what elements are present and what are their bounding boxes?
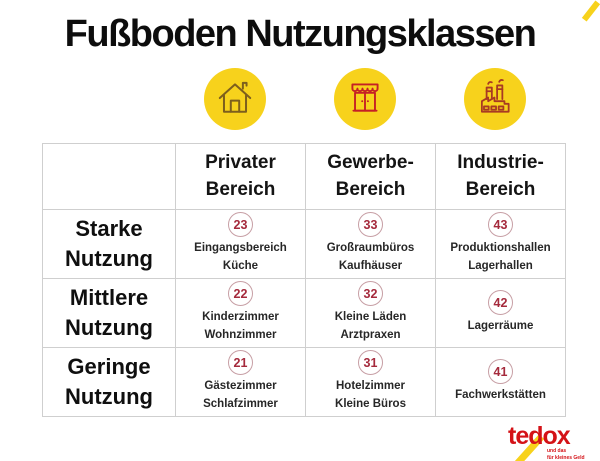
- table-row-strong-usage: Starke Nutzung 23 Eingangsbereich Küche …: [42, 209, 566, 279]
- example-line: Wohnzimmer: [204, 329, 277, 341]
- usage-class-table: Privater Bereich Gewerbe- Bereich Indust…: [42, 143, 566, 417]
- header-cell-commercial: Gewerbe- Bereich: [305, 143, 436, 210]
- table-cell: 41 Fachwerkstätten: [435, 347, 566, 417]
- example-line: Schlafzimmer: [203, 398, 278, 410]
- class-number-badge: 43: [488, 212, 513, 238]
- header-label: Gewerbe-: [327, 151, 414, 173]
- class-number-badge: 21: [228, 350, 253, 376]
- table-cell: 22 Kinderzimmer Wohnzimmer: [175, 278, 306, 348]
- tagline-line: für kleines Geld: [547, 454, 585, 461]
- example-text: Kinderzimmer Wohnzimmer: [202, 309, 279, 345]
- example-text: Eingangsbereich Küche: [194, 240, 287, 276]
- example-text: Produktionshallen Lagerhallen: [450, 240, 550, 276]
- example-line: Lagerhallen: [468, 260, 533, 272]
- example-text: Gästezimmer Schlafzimmer: [203, 378, 278, 414]
- header-cell-industrial: Industrie- Bereich: [435, 143, 566, 210]
- example-line: Produktionshallen: [450, 242, 551, 255]
- tedox-logo: tedox und das für kleines Geld: [500, 420, 600, 461]
- class-number-badge: 22: [228, 281, 253, 307]
- tedox-wordmark: tedox: [508, 422, 571, 450]
- example-line: Küche: [222, 260, 259, 272]
- table-cell: 42 Lagerräume: [435, 278, 566, 348]
- row-label: Geringe: [67, 354, 151, 380]
- industrial-area-badge: [464, 68, 526, 130]
- example-line: Kaufhäuser: [338, 260, 403, 272]
- row-label-cell: Starke Nutzung: [42, 209, 176, 279]
- class-number-badge: 33: [358, 212, 383, 238]
- table-cell: 32 Kleine Läden Arztpraxen: [305, 278, 436, 348]
- row-label: Starke: [75, 216, 143, 242]
- factory-icon: [474, 76, 516, 123]
- example-text: Hotelzimmer Kleine Büros: [335, 378, 406, 414]
- table-cell: 43 Produktionshallen Lagerhallen: [435, 209, 566, 279]
- class-number-badge: 23: [228, 212, 253, 238]
- commercial-area-badge: [334, 68, 396, 130]
- header-label: Bereich: [205, 178, 276, 200]
- class-number-badge: 42: [488, 290, 513, 316]
- example-line: Lagerräume: [467, 320, 534, 333]
- row-label: Nutzung: [65, 315, 153, 340]
- class-number-badge: 32: [358, 281, 383, 307]
- example-text: Lagerräume: [468, 318, 534, 336]
- example-line: Kleine Büros: [335, 398, 406, 410]
- row-label-cell: Geringe Nutzung: [42, 347, 176, 417]
- header-label: Bereich: [465, 178, 536, 200]
- table-row-light-usage: Geringe Nutzung 21 Gästezimmer Schlafzim…: [42, 347, 566, 417]
- header-cell-private: Privater Bereich: [175, 143, 306, 210]
- store-icon: [344, 76, 386, 123]
- page-title: Fußboden Nutzungsklassen: [64, 13, 537, 55]
- example-line: Kleine Läden: [334, 311, 407, 324]
- table-row-medium-usage: Mittlere Nutzung 22 Kinderzimmer Wohnzim…: [42, 278, 566, 348]
- example-line: Großraumbüros: [326, 242, 415, 255]
- class-number-badge: 31: [358, 350, 383, 376]
- row-label-cell: Mittlere Nutzung: [42, 278, 176, 348]
- table-cell: 33 Großraumbüros Kaufhäuser: [305, 209, 436, 279]
- row-label: Nutzung: [65, 384, 153, 409]
- row-label: Mittlere: [69, 285, 149, 311]
- example-line: Kinderzimmer: [202, 311, 279, 324]
- private-area-badge: [204, 68, 266, 130]
- table-cell: 31 Hotelzimmer Kleine Büros: [305, 347, 436, 417]
- header-label: Bereich: [335, 178, 406, 200]
- example-text: Kleine Läden Arztpraxen: [335, 309, 407, 345]
- tedox-tagline: und das für kleines Geld: [547, 448, 585, 461]
- tagline-line: und das: [547, 448, 567, 454]
- example-line: Eingangsbereich: [194, 242, 287, 255]
- example-text: Fachwerkstätten: [455, 387, 546, 405]
- row-label: Nutzung: [65, 246, 153, 271]
- house-icon: [214, 76, 256, 123]
- table-cell: 23 Eingangsbereich Küche: [175, 209, 306, 279]
- class-number-badge: 41: [488, 359, 513, 385]
- header-label: Industrie-: [457, 151, 544, 173]
- table-header-row: Privater Bereich Gewerbe- Bereich Indust…: [42, 143, 566, 210]
- table-cell: 21 Gästezimmer Schlafzimmer: [175, 347, 306, 417]
- example-line: Arztpraxen: [340, 329, 401, 341]
- example-line: Gästezimmer: [204, 380, 277, 393]
- example-text: Großraumbüros Kaufhäuser: [327, 240, 415, 276]
- header-cell-empty: [42, 143, 176, 210]
- example-line: Fachwerkstätten: [455, 389, 546, 402]
- header-label: Privater: [205, 151, 276, 173]
- example-line: Hotelzimmer: [335, 380, 406, 393]
